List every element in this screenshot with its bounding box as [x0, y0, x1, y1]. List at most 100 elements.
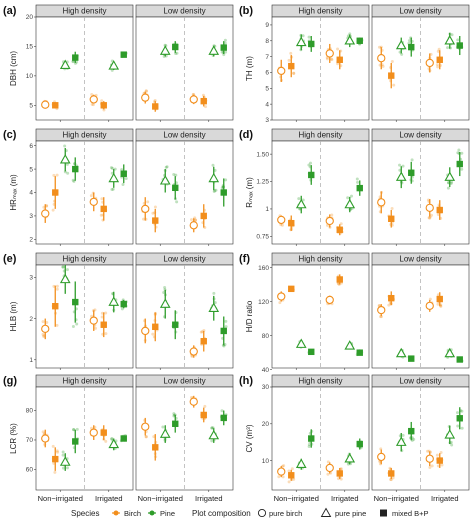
y-axis-label: DBH (cm) — [9, 51, 18, 86]
raw-point — [200, 330, 204, 334]
raw-point — [113, 167, 117, 171]
mean-marker-mixed — [288, 472, 295, 479]
raw-point — [460, 426, 464, 430]
mean-marker-pure-birch — [377, 452, 386, 462]
raw-point — [89, 194, 93, 198]
raw-point — [460, 167, 464, 171]
y-tick-label: 8 — [265, 38, 269, 45]
raw-point — [55, 284, 59, 288]
mean-marker-mixed — [336, 56, 343, 63]
y-tick-label: 5 — [265, 86, 269, 93]
mean-marker-pure-birch — [41, 209, 50, 218]
raw-point — [142, 217, 146, 221]
mean-marker-mixed — [308, 435, 315, 442]
raw-point — [71, 325, 75, 329]
raw-point — [199, 330, 203, 334]
raw-point — [104, 332, 108, 336]
mean-marker-mixed — [172, 321, 179, 328]
raw-point — [355, 177, 359, 181]
mean-marker-mixed — [388, 470, 395, 477]
y-tick-label: 5 — [29, 102, 33, 109]
mean-marker-mixed — [52, 455, 59, 463]
raw-point — [446, 46, 450, 50]
raw-point — [460, 151, 464, 155]
mean-marker-mixed — [152, 103, 159, 110]
mean-marker-pure-pine — [344, 340, 356, 350]
y-tick-label: 6 — [265, 70, 269, 77]
raw-point — [213, 301, 217, 305]
y-tick-label: 30 — [262, 384, 270, 391]
legend-birch-key — [112, 510, 120, 516]
raw-point — [163, 286, 167, 290]
raw-point — [203, 404, 207, 408]
mean-marker-mixed — [72, 165, 79, 173]
raw-point — [146, 200, 150, 204]
mean-marker-mixed — [388, 215, 395, 222]
panel-label: (e) — [3, 253, 17, 265]
y-tick-label: 80 — [26, 408, 34, 415]
raw-point — [287, 469, 291, 473]
raw-point — [437, 47, 441, 51]
raw-point — [151, 332, 155, 336]
mean-marker-pure-birch — [89, 316, 98, 325]
raw-point — [460, 409, 464, 413]
mean-marker-mixed — [336, 470, 343, 477]
mean-marker-pure-birch — [425, 203, 434, 212]
raw-point — [51, 444, 55, 448]
raw-point — [110, 187, 114, 191]
raw-point — [449, 181, 453, 185]
raw-point — [124, 176, 128, 180]
raw-point — [392, 83, 396, 87]
raw-point — [339, 477, 343, 481]
raw-point — [377, 45, 381, 49]
raw-point — [110, 437, 114, 441]
raw-point — [104, 311, 108, 315]
raw-point — [436, 49, 440, 53]
raw-point — [212, 291, 216, 295]
raw-point — [436, 213, 440, 217]
raw-point — [65, 466, 69, 470]
raw-point — [426, 449, 430, 453]
y-tick-label: 1.25 — [256, 179, 269, 186]
raw-point — [330, 58, 334, 62]
mean-marker-mixed — [100, 321, 107, 328]
raw-point — [307, 163, 311, 167]
raw-point — [56, 450, 60, 454]
raw-point — [212, 190, 216, 194]
raw-point — [172, 412, 176, 416]
raw-point — [277, 475, 281, 479]
raw-point — [292, 71, 296, 75]
raw-point — [427, 216, 431, 220]
raw-point — [42, 334, 46, 338]
raw-point — [65, 268, 69, 272]
facet-strip-label: High density — [298, 377, 342, 386]
raw-point — [214, 188, 218, 192]
mean-marker-mixed — [336, 226, 343, 233]
y-tick-label: 2 — [29, 237, 33, 244]
raw-point — [211, 163, 215, 167]
raw-point — [224, 178, 228, 182]
raw-point — [190, 354, 194, 358]
raw-point — [450, 180, 454, 184]
raw-point — [339, 222, 343, 226]
mean-marker-mixed — [72, 298, 79, 306]
raw-point — [91, 103, 95, 107]
raw-point — [66, 171, 70, 175]
panel-c: (c) HRₘₐₓ (m) 2 3 4 5 6 High density Low density — [3, 128, 234, 246]
mean-marker-pure-pine — [208, 302, 220, 313]
facet-strip-label: Low density — [399, 131, 441, 140]
mean-marker-pure-pine — [395, 436, 407, 446]
mean-marker-pure-birch — [41, 100, 50, 109]
mean-marker-mixed — [436, 295, 443, 303]
panel-label: (b) — [239, 5, 253, 17]
mean-marker-pure-pine — [395, 171, 407, 181]
mean-marker-pure-birch — [189, 347, 198, 356]
raw-point — [389, 478, 393, 482]
mean-marker-pure-pine — [295, 36, 307, 47]
raw-point — [410, 158, 414, 162]
raw-point — [401, 433, 405, 437]
raw-point — [292, 477, 296, 481]
raw-point — [307, 443, 311, 447]
y-axis-label: CV (m³) — [245, 424, 254, 452]
raw-point — [348, 32, 352, 36]
